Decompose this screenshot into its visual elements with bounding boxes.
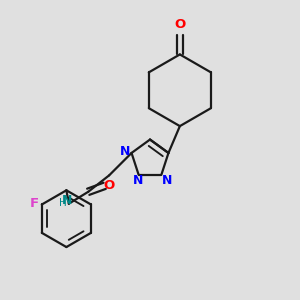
Text: N: N xyxy=(133,174,143,187)
Text: O: O xyxy=(104,179,115,192)
Text: N: N xyxy=(62,194,73,207)
Text: O: O xyxy=(174,18,185,31)
Text: N: N xyxy=(120,145,130,158)
Text: N: N xyxy=(162,173,172,187)
Text: H: H xyxy=(59,198,67,208)
Text: F: F xyxy=(30,197,39,210)
